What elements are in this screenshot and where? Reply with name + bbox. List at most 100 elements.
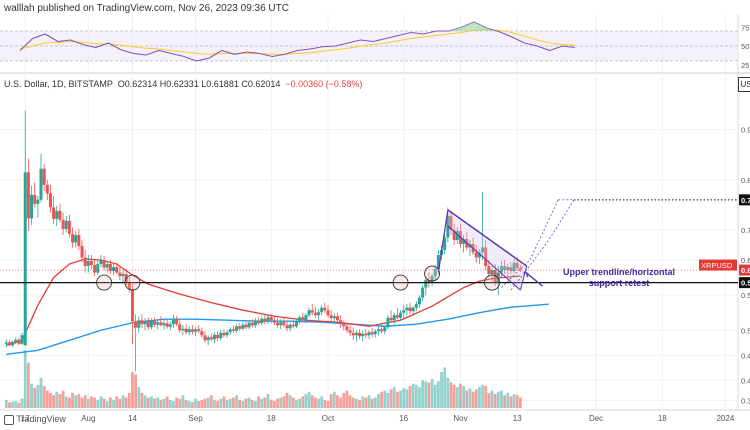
x-tick-label: 17 <box>21 414 30 423</box>
candle-body <box>7 342 11 346</box>
candle-body <box>260 318 264 324</box>
volume-bar <box>93 397 97 408</box>
candle-body <box>14 339 18 342</box>
volume-bar <box>518 397 522 408</box>
volume-bar <box>260 398 264 408</box>
volume-bar <box>14 401 18 408</box>
volume-bar <box>282 396 286 408</box>
volume-bar <box>509 396 513 408</box>
volume-bar <box>336 395 339 408</box>
candle-body <box>279 322 283 326</box>
volume-bar <box>36 384 40 408</box>
support-retest-circle <box>124 274 141 291</box>
volume-bar <box>515 395 519 408</box>
volume-bar <box>137 387 141 408</box>
projection-path <box>501 199 559 288</box>
candle-body <box>105 264 109 268</box>
ohlc-values: O0.62314 H0.62331 L0.61881 C0.62014 <box>117 79 281 89</box>
volume-bar <box>332 391 336 408</box>
volume-bar <box>351 397 355 408</box>
volume-bar <box>459 383 462 408</box>
volume-bar <box>112 399 115 408</box>
y-tick-label: 0.40 <box>741 376 750 385</box>
candle-body <box>206 337 210 341</box>
volume-bar <box>430 379 434 408</box>
volume-bar <box>358 399 361 408</box>
volume-bar <box>345 390 349 408</box>
candle-body <box>99 260 103 265</box>
y-tick-label: 0.50 <box>741 326 750 335</box>
candle-body <box>190 329 194 332</box>
candle-body <box>115 267 119 273</box>
volume-bar <box>127 392 131 408</box>
candle-body <box>209 337 213 340</box>
volume-bar <box>436 381 440 408</box>
y-tick-label: 0.80 <box>741 176 750 185</box>
tradingview-logo-icon <box>4 414 14 425</box>
volume-bar <box>194 398 197 408</box>
volume-bar <box>162 398 166 408</box>
volume-bar <box>23 350 27 408</box>
volume-bar <box>231 397 235 408</box>
volume-bar <box>11 401 15 408</box>
volume-bar <box>86 398 90 408</box>
x-tick-label: Dec <box>589 414 603 423</box>
candle-body <box>490 270 494 275</box>
candle-body <box>452 229 456 240</box>
grid-layer <box>0 14 750 411</box>
candle-body <box>408 307 412 312</box>
volume-bar <box>149 396 153 408</box>
volume-bar <box>238 399 242 408</box>
candle-body <box>269 317 273 321</box>
last-price-tag: 0.6 <box>741 266 750 275</box>
candle-body <box>162 323 166 326</box>
candle-body <box>178 324 182 331</box>
candle-body <box>348 330 352 333</box>
candle-body <box>326 310 330 316</box>
target-price-tag-bg <box>739 194 750 206</box>
x-tick-label: 18 <box>267 414 276 423</box>
candle-body <box>320 307 324 313</box>
volume-bar <box>263 397 267 408</box>
candle-body <box>484 247 488 267</box>
currency-badge[interactable]: US <box>738 77 750 92</box>
candle-body <box>238 326 242 329</box>
volume-bar <box>121 395 125 408</box>
volume-bar <box>30 383 33 408</box>
candle-body <box>149 320 153 328</box>
volume-bar <box>383 390 387 408</box>
candle-body <box>48 193 52 208</box>
volume-bar <box>462 385 466 408</box>
candle-body <box>383 327 387 332</box>
volume-bar <box>134 374 138 408</box>
candle-body <box>118 272 122 277</box>
volume-bar <box>474 389 478 408</box>
xrpusd-tag: XRPUSD <box>701 261 733 270</box>
footer-brand: TradingView <box>16 414 66 424</box>
volume-bar <box>512 394 516 408</box>
volume-bar <box>411 383 415 408</box>
volume-bar <box>172 401 175 408</box>
candle-body <box>291 324 295 327</box>
volume-bar <box>272 401 276 408</box>
candle-body <box>503 266 507 271</box>
volume-bar <box>178 398 182 408</box>
candle-body <box>55 210 59 219</box>
candle-body <box>345 326 349 331</box>
x-tick-label: 2024 <box>716 414 734 423</box>
moving-average-layer <box>6 258 549 356</box>
candle-body <box>222 332 226 336</box>
candle-body <box>96 264 100 273</box>
volume-bar <box>364 397 368 408</box>
candle-body <box>373 331 377 335</box>
volume-bar <box>496 391 500 408</box>
volume-bar <box>288 395 292 408</box>
volume-bar <box>26 362 30 408</box>
volume-bar <box>124 397 128 408</box>
candle-body <box>354 332 358 336</box>
rsi-tick-label: 50.0 <box>741 42 750 51</box>
volume-bar <box>427 382 431 408</box>
candle-body <box>134 321 138 328</box>
volume-bar <box>247 397 251 408</box>
